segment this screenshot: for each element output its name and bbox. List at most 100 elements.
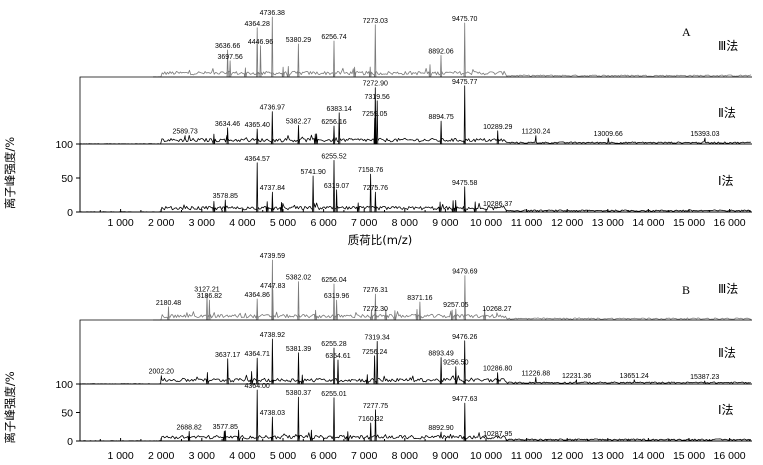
peak-label: 4446.96 bbox=[248, 39, 273, 46]
x-tick-label: 8 000 bbox=[392, 450, 418, 462]
peak-label: 9479.69 bbox=[452, 269, 477, 276]
peak-label: 4739.59 bbox=[260, 253, 285, 260]
x-tick-label: 16 000 bbox=[714, 217, 746, 229]
peak-label: 2002.20 bbox=[149, 369, 174, 376]
peak-label: 9256.50 bbox=[443, 360, 468, 367]
peak-label: 6354.61 bbox=[325, 353, 350, 360]
peak-label: 9257.05 bbox=[443, 302, 468, 309]
peak-label: 5382.02 bbox=[286, 275, 311, 282]
x-tick-label: 12 000 bbox=[551, 450, 583, 462]
method-label: Ⅲ法 bbox=[718, 282, 738, 296]
spectrum-trace bbox=[79, 160, 751, 213]
x-tick-label: 3 000 bbox=[189, 450, 215, 462]
x-tick-label: 6 000 bbox=[310, 450, 336, 462]
peak-label: 7256.24 bbox=[362, 349, 387, 356]
x-tick-label: 7 000 bbox=[351, 450, 377, 462]
x-tick-label: 13 000 bbox=[592, 450, 624, 462]
peak-label: 4736.97 bbox=[260, 105, 285, 112]
peak-label: 9476.26 bbox=[452, 334, 477, 341]
peak-label: 2589.73 bbox=[172, 129, 197, 136]
axes-layer bbox=[76, 143, 752, 442]
peak-label: 4738.03 bbox=[260, 410, 285, 417]
labels-layer: 3636.66 3697.56 4364.28 4446.96 4736.38 5380.… bbox=[3, 10, 746, 462]
peak-label: 5741.90 bbox=[300, 169, 325, 176]
method-label: Ⅱ法 bbox=[718, 106, 736, 120]
peak-label: 3186.82 bbox=[197, 293, 222, 300]
method-label: Ⅰ法 bbox=[718, 174, 734, 188]
peak-label: 6255.28 bbox=[321, 341, 346, 348]
peak-label: 11226.88 bbox=[521, 370, 550, 377]
peak-label: 13651.24 bbox=[620, 373, 649, 380]
peak-label: 3577.85 bbox=[213, 424, 238, 431]
peak-label: 8893.49 bbox=[428, 351, 453, 358]
peak-label: 7275.76 bbox=[363, 185, 388, 192]
peak-label: 3634.46 bbox=[215, 121, 240, 128]
peak-label: 7273.03 bbox=[363, 18, 388, 25]
x-tick-label: 12 000 bbox=[551, 217, 583, 229]
peak-label: 5382.27 bbox=[286, 118, 311, 125]
peak-label: 4364.57 bbox=[245, 156, 270, 163]
y-tick-label: 50 bbox=[61, 408, 73, 420]
x-tick-label: 13 000 bbox=[592, 217, 624, 229]
x-tick-label: 5 000 bbox=[270, 217, 296, 229]
x-tick-label: 15 000 bbox=[673, 217, 705, 229]
x-tick-label: 14 000 bbox=[632, 217, 664, 229]
x-tick-label: 1 000 bbox=[107, 217, 133, 229]
method-label: Ⅱ法 bbox=[718, 346, 736, 360]
spectrum-trace bbox=[79, 338, 751, 385]
trace-frame bbox=[79, 383, 752, 441]
y-tick-label: 0 bbox=[67, 436, 73, 448]
peak-label: 7160.32 bbox=[358, 416, 383, 423]
spectrum-trace bbox=[80, 85, 751, 145]
peak-label: 12231.36 bbox=[562, 373, 591, 380]
peak-label: 8371.16 bbox=[407, 295, 432, 302]
x-tick-label: 11 000 bbox=[511, 450, 542, 462]
peak-label: 4364.71 bbox=[245, 351, 270, 358]
x-tick-label: 2 000 bbox=[148, 450, 174, 462]
peak-label: 10286.80 bbox=[483, 366, 512, 373]
method-label: Ⅰ法 bbox=[718, 403, 734, 417]
peak-label: 5380.29 bbox=[286, 37, 311, 44]
x-tick-label: 9 000 bbox=[432, 450, 458, 462]
spectrum-panel-b bbox=[79, 259, 752, 442]
trace-frame bbox=[79, 319, 752, 384]
x-tick-label: 7 000 bbox=[351, 217, 377, 229]
peak-label: 6256.74 bbox=[321, 34, 346, 41]
spectrum-trace bbox=[79, 389, 751, 442]
peak-label: 10268.27 bbox=[482, 306, 511, 313]
x-tick-label: 10 000 bbox=[470, 450, 502, 462]
peak-label: 4736.38 bbox=[260, 10, 285, 17]
x-tick-label: 4 000 bbox=[229, 217, 255, 229]
peak-label: 8892.90 bbox=[428, 425, 453, 432]
peak-label: 10286.37 bbox=[483, 201, 512, 208]
y-tick-label: 50 bbox=[61, 173, 73, 185]
peak-label: 2180.48 bbox=[156, 300, 181, 307]
x-tick-label: 1 000 bbox=[107, 450, 133, 462]
method-label: Ⅲ法 bbox=[718, 39, 738, 53]
x-tick-label: 5 000 bbox=[270, 450, 296, 462]
x-tick-label: 3 000 bbox=[189, 217, 215, 229]
peak-label: 15387.23 bbox=[690, 374, 719, 381]
x-tick-label: 6 000 bbox=[310, 217, 336, 229]
peak-label: 6256.04 bbox=[321, 277, 346, 284]
spectrum-trace bbox=[153, 259, 752, 321]
y-axis-title: 离子峰强度/% bbox=[3, 137, 17, 209]
y-axis-title: 离子峰强度/% bbox=[3, 371, 17, 443]
x-tick-label: 9 000 bbox=[432, 217, 458, 229]
peak-label: 6319.96 bbox=[324, 293, 349, 300]
x-tick-label: 4 000 bbox=[229, 450, 255, 462]
peak-label: 7319.56 bbox=[365, 94, 390, 101]
x-tick-label: 2 000 bbox=[148, 217, 174, 229]
peak-label: 9475.58 bbox=[452, 180, 477, 187]
peak-label: 4364.00 bbox=[245, 383, 270, 390]
peak-label: 9477.63 bbox=[452, 396, 477, 403]
panel-letter: B bbox=[682, 283, 690, 297]
peak-label: 6319.07 bbox=[324, 183, 349, 190]
y-tick-label: 100 bbox=[55, 139, 73, 151]
trace-frame bbox=[79, 76, 752, 144]
peak-label: 7259.05 bbox=[362, 111, 387, 118]
peak-label: 6256.16 bbox=[321, 119, 346, 126]
peak-label: 2688.82 bbox=[177, 424, 202, 431]
x-axis-title: 质荷比(m/z) bbox=[348, 233, 413, 247]
